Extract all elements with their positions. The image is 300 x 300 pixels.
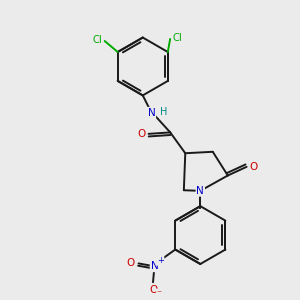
Text: N: N [151,261,158,271]
Text: H: H [160,106,167,117]
Text: O: O [127,258,135,268]
Text: ⁻: ⁻ [157,290,162,299]
Text: +: + [157,256,164,265]
Text: O: O [149,285,157,295]
Text: Cl: Cl [172,32,182,43]
Text: O: O [137,129,146,139]
Text: O: O [250,162,258,172]
Text: Cl: Cl [93,34,102,45]
Text: N: N [148,108,155,118]
Text: N: N [196,186,204,196]
